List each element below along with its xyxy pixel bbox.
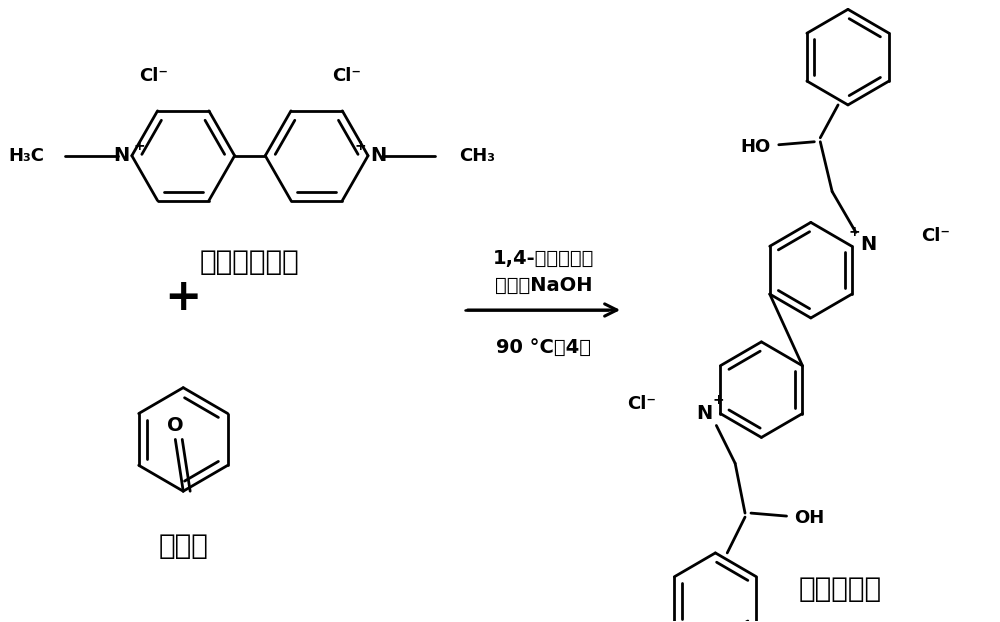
Text: N: N <box>370 146 386 165</box>
Text: 1,4-二氧六环，: 1,4-二氧六环， <box>493 249 595 267</box>
Text: +: + <box>848 225 860 239</box>
Text: +: + <box>165 276 202 319</box>
Text: Cl⁻: Cl⁻ <box>139 67 168 85</box>
Text: Cl⁻: Cl⁻ <box>332 67 361 85</box>
Text: Cl⁻: Cl⁻ <box>627 394 656 412</box>
Text: H₃C: H₃C <box>9 147 45 165</box>
Text: N: N <box>696 404 712 423</box>
Text: N: N <box>114 146 130 165</box>
Text: Cl⁻: Cl⁻ <box>921 227 950 245</box>
Text: +: + <box>134 139 146 153</box>
Text: +: + <box>713 392 724 407</box>
Text: CH₃: CH₃ <box>459 147 495 165</box>
Text: OH: OH <box>794 509 825 527</box>
Text: +: + <box>354 139 366 153</box>
Text: 甲醇，NaOH: 甲醇，NaOH <box>495 276 593 295</box>
Text: 模型化合物: 模型化合物 <box>799 575 882 603</box>
Text: 90 °C，4天: 90 °C，4天 <box>496 338 591 357</box>
Text: 苯甲醛: 苯甲醛 <box>158 532 208 560</box>
Text: N: N <box>860 234 876 254</box>
Text: HO: HO <box>741 137 771 156</box>
Text: O: O <box>167 416 184 435</box>
Text: 二氯甲基紫精: 二氯甲基紫精 <box>200 248 300 276</box>
